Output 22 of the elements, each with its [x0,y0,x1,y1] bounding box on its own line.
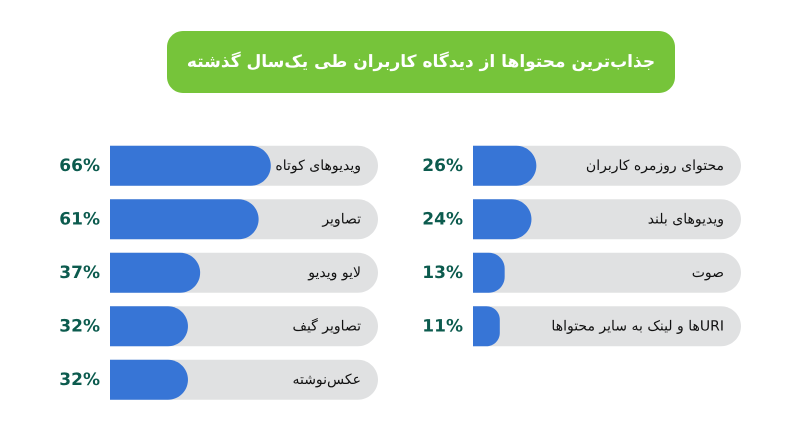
data-label: 13% [422,262,463,283]
y-tick-label: ویدیوهای کوتاه [275,158,361,174]
text: جذاب‌ترین محتواها از دیدگاه کاربران طی یک‌سال گذشته [186,51,656,72]
y-tick-label: محتوای روزمره کاربران [586,158,724,174]
data-label: 32% [59,370,100,390]
bar [110,306,188,346]
data-label: 24% [422,209,463,230]
bar [110,360,188,400]
data-label: 61% [59,209,100,230]
y-tick-label: تصاویر گیف [292,317,362,334]
y-tick-label: عکس‌نوشته [292,372,361,388]
data-label: 11% [422,316,463,336]
y-tick-label: تصاویر [321,211,362,228]
data-label: 37% [59,262,100,283]
y-tick-label: ویدیوهای بلند [648,211,724,228]
data-label: 26% [422,156,463,176]
data-label: 32% [59,316,100,336]
y-tick-label: صوت [692,264,724,281]
y-tick-label: URIها و لینک به سایر محتواها [551,318,724,334]
bar [473,146,536,186]
y-tick-label: لایو ویدیو [307,264,361,281]
data-label: 66% [59,156,100,176]
